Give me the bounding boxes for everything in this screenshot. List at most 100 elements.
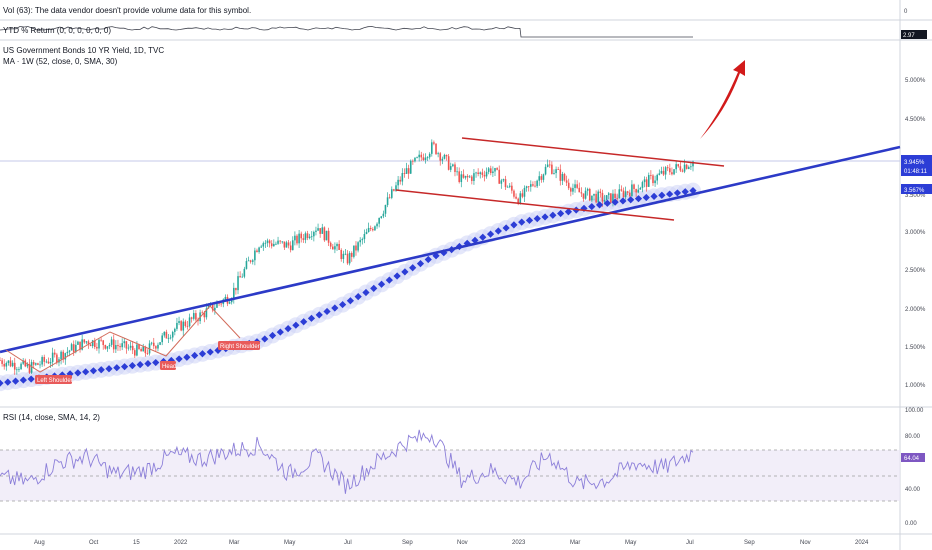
- ma-point: [533, 215, 541, 223]
- candle: [542, 174, 545, 180]
- candle: [287, 242, 290, 246]
- candle: [125, 341, 128, 349]
- candle: [184, 321, 187, 326]
- candle: [620, 189, 623, 191]
- candle: [614, 193, 616, 198]
- candle: [473, 173, 475, 181]
- candle: [235, 287, 237, 291]
- candle: [593, 193, 595, 196]
- ma-point: [362, 288, 370, 297]
- candle: [110, 339, 113, 345]
- ma-point: [214, 346, 222, 354]
- candle: [264, 242, 267, 244]
- indicator-label: MA · 1W (52, close, 0, SMA, 30): [3, 57, 118, 66]
- candle: [416, 157, 418, 159]
- candle: [607, 193, 610, 196]
- candle: [115, 345, 117, 350]
- candle: [119, 346, 121, 348]
- left-shoulder-tag: [35, 375, 72, 384]
- candle: [513, 190, 515, 197]
- ma-point: [611, 198, 619, 206]
- y-tick-label: 5.000%: [905, 78, 926, 84]
- candle: [645, 179, 648, 187]
- y-tick-label: 4.500%: [905, 117, 926, 123]
- ma-point: [206, 348, 214, 356]
- ma-point: [331, 304, 339, 312]
- head-shoulders-pattern: [5, 305, 241, 373]
- candle: [511, 185, 513, 191]
- candle: [102, 340, 105, 346]
- candle: [260, 246, 262, 248]
- candle: [572, 187, 574, 192]
- candle: [586, 188, 589, 191]
- candle: [671, 172, 673, 175]
- candle: [56, 354, 58, 363]
- candle: [380, 216, 383, 218]
- ma-point: [494, 227, 502, 235]
- candle: [534, 185, 536, 187]
- candle: [458, 171, 460, 183]
- candle: [93, 340, 96, 347]
- candle: [692, 161, 694, 167]
- candle: [171, 331, 174, 338]
- candle: [241, 276, 244, 278]
- ma-point: [82, 368, 90, 376]
- ma-point: [74, 369, 82, 377]
- candle: [81, 339, 83, 350]
- candle: [626, 191, 629, 193]
- breakout-arrow: [700, 60, 745, 139]
- ma-point: [175, 355, 183, 363]
- candle: [32, 362, 35, 365]
- x-tick-label: Jul: [344, 540, 352, 546]
- candle: [11, 362, 14, 367]
- candle: [361, 239, 364, 241]
- candle: [462, 174, 465, 178]
- candle: [390, 189, 393, 198]
- candle: [570, 188, 572, 192]
- candle: [304, 233, 307, 240]
- ma-point: [323, 307, 331, 316]
- candle: [376, 223, 378, 227]
- x-tick-label: Nov: [457, 540, 468, 546]
- candle: [441, 158, 444, 161]
- ma-point: [463, 239, 471, 248]
- candle: [218, 303, 220, 304]
- candle: [18, 369, 20, 370]
- candle: [532, 184, 534, 186]
- ma-point: [424, 255, 432, 264]
- candle: [424, 157, 427, 161]
- candle: [230, 298, 233, 303]
- rsi-series: [0, 429, 694, 494]
- candle: [397, 179, 399, 186]
- candle: [285, 242, 288, 248]
- candle: [49, 362, 52, 364]
- candle: [275, 243, 277, 245]
- ma-point: [650, 192, 658, 200]
- candle: [372, 229, 374, 231]
- candle: [28, 364, 31, 373]
- candle: [435, 143, 437, 155]
- ma-point: [557, 209, 565, 218]
- candle: [601, 192, 604, 202]
- candle: [641, 182, 644, 188]
- candle: [123, 341, 126, 344]
- rsi-tick-label: 100.00: [905, 408, 924, 414]
- candle: [369, 227, 372, 230]
- candle: [483, 174, 486, 177]
- candle: [334, 246, 336, 250]
- ma-point: [292, 321, 300, 329]
- ma-tag-value: 3.567%: [904, 188, 925, 194]
- ma-point: [502, 224, 510, 232]
- candle: [519, 193, 522, 204]
- candle: [445, 154, 448, 157]
- candle: [433, 142, 435, 144]
- x-tick-label: 15: [133, 540, 140, 546]
- ma-point: [58, 371, 66, 379]
- candle: [155, 346, 157, 349]
- candle: [544, 166, 547, 175]
- candle: [561, 173, 564, 181]
- candle: [359, 240, 361, 243]
- x-tick-label: Jul: [686, 540, 694, 546]
- ma-point: [627, 196, 635, 204]
- candle: [565, 180, 568, 183]
